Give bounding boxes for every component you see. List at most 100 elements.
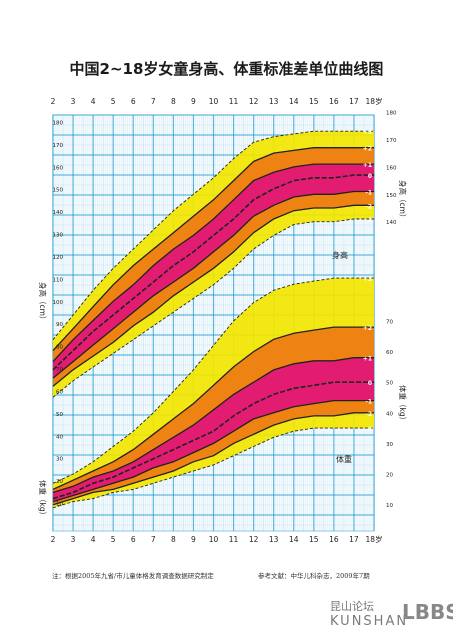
height-band-mid [53,147,374,387]
x-tick-top: 14 [289,97,299,106]
chart-title: 中国2~18岁女童身高、体重标准差单位曲线图 [69,60,384,78]
x-tick-top: 12 [249,97,259,106]
right-tick-weight: 20 [386,473,393,479]
height-sd-label: 0 [368,173,372,180]
x-tick-bottom: 10 [209,535,219,544]
axis-labels: 2 2 3 3 4 4 5 5 6 6 7 7 8 8 9 9 10 10 11 11 12 12 13 13 14 14 15 15… [38,96,408,544]
weight-band-inner [53,357,374,502]
left-tick-label: 150 [53,188,64,194]
weight-line-sd0 [52,381,374,500]
x-tick-top: 5 [111,97,116,106]
x-tick-bottom: 13 [269,535,279,544]
height-line-sd-1 [52,190,374,379]
x-tick-bottom: 15 [309,535,319,544]
weight-line-sd-3 [52,427,374,509]
watermark-en: KUNSHAN [330,614,409,629]
weight-line-sd+3 [52,277,374,484]
left-tick-label: 160 [53,165,64,171]
x-tick-top: 10 [209,97,219,106]
right-tick-height: 150 [386,193,397,199]
right-tick-weight: 60 [386,350,393,356]
left-tick-label: 140 [53,210,64,216]
height-line-sd+2 [52,147,374,352]
left-tick-label: 40 [56,434,63,440]
x-tick-bottom: 18岁 [365,534,382,544]
left-tick-label: 50 [56,412,63,418]
x-tick-bottom: 14 [289,535,299,544]
weight-sd-label: -3 [365,426,372,433]
footnote-source: 注：根据2005年九省/市儿童体格发育调查数据研究制定 [52,572,214,580]
x-tick-bottom: 4 [91,535,96,544]
right-axis-title-height: 身高（cm） [398,180,408,221]
weight-sd-label: 0 [368,380,372,387]
right-tick-weight: 30 [386,442,393,448]
left-axis-title-height: 身高（cm） [38,282,48,323]
height-line-sd+3 [52,130,374,340]
height-sd-label: -1 [365,190,372,197]
left-tick-label: 100 [53,300,64,306]
x-tick-top: 2 [51,97,56,106]
left-tick-label: 60 [56,389,63,395]
left-tick-label: 70 [56,367,63,373]
height-sd-label: -3 [365,217,372,224]
x-tick-top: 16 [329,97,339,106]
watermark: 昆山论坛 KUNSHAN LBBS [330,598,453,634]
left-tick-label: 10 [56,502,63,508]
height-sd-label: -2 [365,203,372,210]
left-tick-label: 80 [56,345,63,351]
x-tick-bottom: 12 [249,535,259,544]
x-tick-top: 4 [91,97,96,106]
right-tick-weight: 10 [386,503,393,509]
footnote-reference: 参考文献：中华儿科杂志，2009年7期 [258,572,370,580]
watermark-cn: 昆山论坛 [330,600,374,613]
weight-section-label: 体重 [336,454,352,464]
x-tick-top: 3 [71,97,76,106]
weight-sd-label: -2 [365,411,372,418]
right-tick-height: 170 [386,138,397,144]
x-tick-top: 15 [309,97,319,106]
weight-line-sd-1 [52,399,374,503]
height-sd-label: +2 [363,146,372,153]
weight-sd-label: -1 [365,399,372,406]
right-tick-weight: 50 [386,381,393,387]
x-tick-bottom: 16 [329,535,339,544]
x-tick-top: 13 [269,97,279,106]
x-tick-bottom: 6 [131,535,136,544]
x-tick-top: 6 [131,97,136,106]
x-tick-bottom: 3 [71,535,76,544]
x-tick-bottom: 11 [229,535,239,544]
left-tick-label: 30 [56,457,63,463]
left-tick-label: 20 [56,479,63,485]
weight-sd-label: +1 [363,356,372,363]
x-tick-top: 17 [349,97,359,106]
x-tick-top: 8 [171,97,176,106]
weight-line-sd+2 [52,326,374,490]
weight-line-sd+1 [52,357,374,494]
height-line-sd-3 [52,218,374,398]
x-tick-bottom: 5 [111,535,116,544]
left-tick-label: 130 [53,233,64,239]
x-tick-top: 7 [151,97,156,106]
left-axis-title-weight: 体重（kg） [38,480,48,519]
x-tick-top: 11 [229,97,239,106]
x-tick-top: 18岁 [365,96,382,106]
right-axis-title-weight: 体重（kg） [398,385,408,424]
sd-lines: +3 +2 +1 0 -1 -2 -3 +3 +2 +1 0 -1 -2 -3 [52,129,374,509]
weight-line-sd-2 [52,412,374,506]
height-section-label: 身高 [332,250,348,260]
x-tick-bottom: 7 [151,535,156,544]
weight-sd-label: +2 [363,325,372,332]
right-tick-height: 160 [386,165,397,171]
weight-sd-label: +3 [363,276,372,283]
x-tick-top: 9 [191,97,196,106]
height-line-sd-2 [52,204,374,387]
x-tick-bottom: 9 [191,535,196,544]
left-tick-label: 170 [53,143,64,149]
left-tick-label: 180 [53,121,64,127]
right-tick-height: 140 [386,220,397,226]
left-tick-label: 110 [53,277,64,283]
right-tick-height: 180 [386,111,397,117]
right-tick-weight: 40 [386,411,393,417]
left-tick-label: 90 [56,322,63,328]
